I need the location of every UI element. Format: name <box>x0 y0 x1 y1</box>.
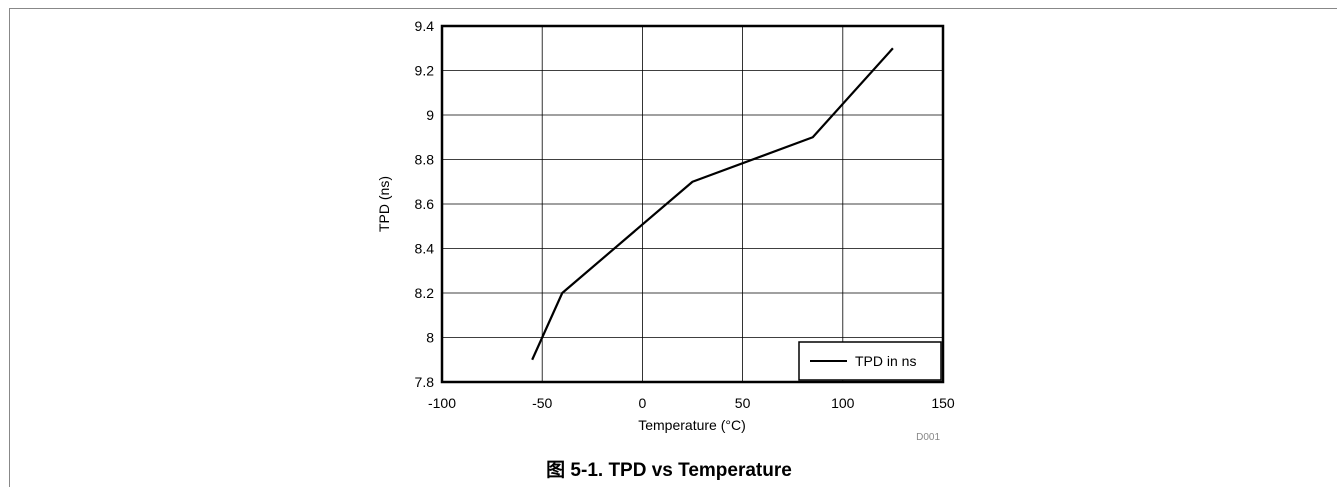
x-tick-label: 50 <box>735 395 751 411</box>
y-tick-labels: 7.8 8 8.2 8.4 8.6 8.8 9 9.2 9.4 <box>415 18 435 390</box>
x-tick-label: 150 <box>931 395 955 411</box>
figure-caption: 图 5-1. TPD vs Temperature <box>546 460 792 481</box>
x-tick-label: -50 <box>532 395 552 411</box>
x-tick-label: 0 <box>639 395 647 411</box>
y-tick-label: 9 <box>426 107 434 123</box>
x-axis-label: Temperature (°C) <box>638 417 746 433</box>
y-tick-label: 8 <box>426 330 434 346</box>
x-tick-label: 100 <box>831 395 855 411</box>
y-tick-label: 8.6 <box>415 196 435 212</box>
legend: TPD in ns <box>798 341 942 381</box>
chart-grid <box>441 25 944 383</box>
figure-frame <box>9 8 1337 487</box>
series-layer <box>531 47 894 361</box>
y-tick-label: 9.2 <box>415 63 435 79</box>
y-tick-label: 8.8 <box>415 152 435 168</box>
y-tick-label: 9.4 <box>415 18 435 34</box>
x-tick-labels: -100 -50 0 50 100 150 <box>428 395 955 411</box>
x-tick-label: -100 <box>428 395 456 411</box>
plot-area-border <box>440 24 945 384</box>
figure-code: D001 <box>916 432 940 443</box>
y-tick-label: 8.2 <box>415 285 435 301</box>
y-tick-label: 7.8 <box>415 374 435 390</box>
y-tick-label: 8.4 <box>415 241 435 257</box>
y-axis-label: TPD (ns) <box>376 176 392 232</box>
legend-label: TPD in ns <box>855 353 916 369</box>
